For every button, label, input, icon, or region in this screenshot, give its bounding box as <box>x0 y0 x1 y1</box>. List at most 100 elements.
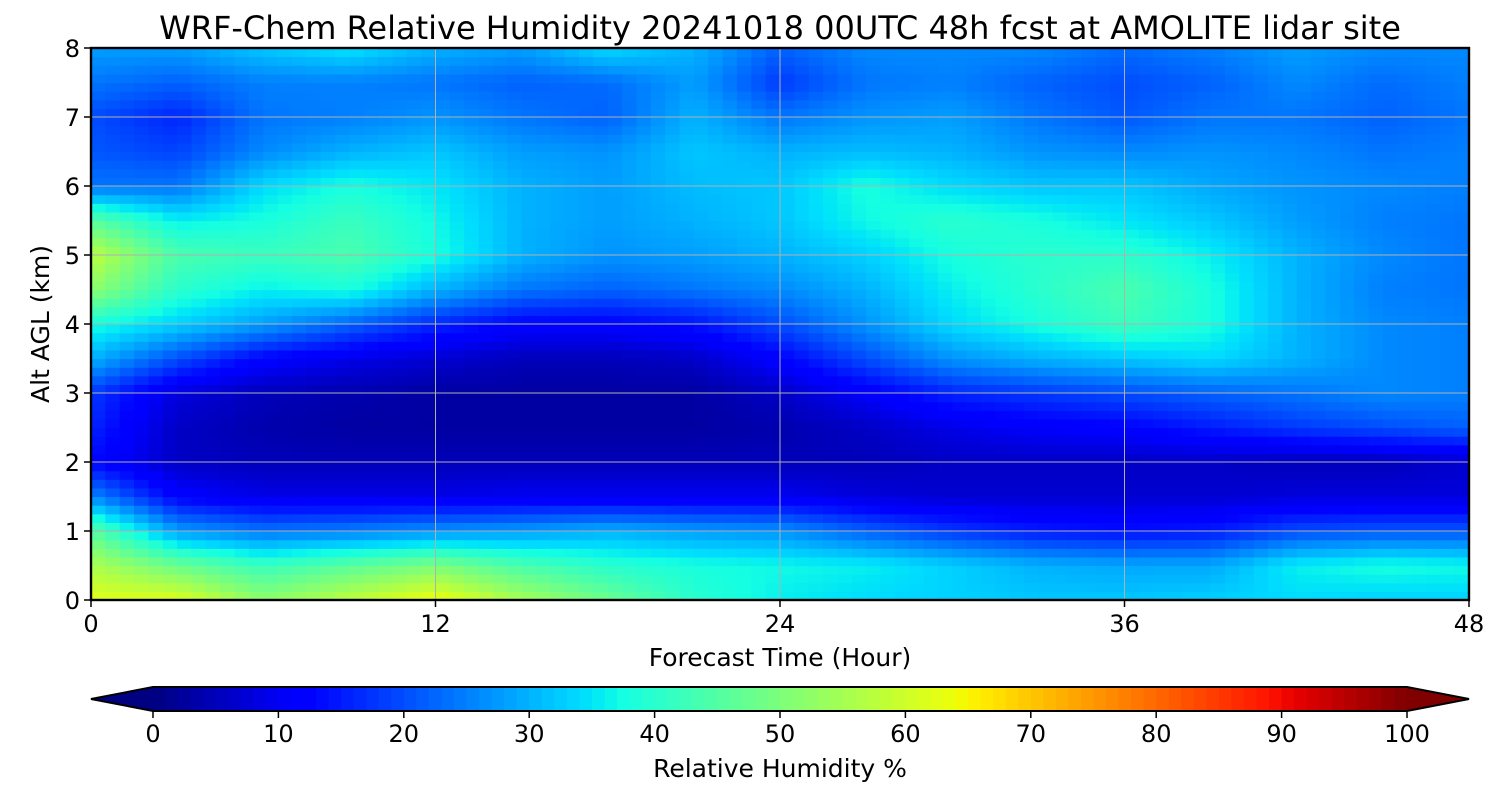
heatmap-cell <box>564 479 580 489</box>
heatmap-cell <box>607 298 623 308</box>
heatmap-cell <box>492 418 508 429</box>
heatmap-cell <box>665 565 681 575</box>
heatmap-cell <box>980 246 996 256</box>
heatmap-cell <box>980 522 996 532</box>
heatmap-cell <box>1368 306 1384 316</box>
heatmap-cell <box>1397 591 1413 600</box>
heatmap-cell <box>995 539 1011 549</box>
heatmap-cell <box>923 522 939 532</box>
heatmap-cell <box>521 565 537 575</box>
heatmap-cell <box>1224 444 1240 454</box>
heatmap-cell <box>665 177 681 187</box>
heatmap-cell <box>148 427 164 437</box>
heatmap-cell <box>1052 341 1068 351</box>
heatmap-cell <box>1253 211 1269 222</box>
heatmap-cell <box>134 427 150 437</box>
heatmap-cell <box>291 565 307 575</box>
heatmap-cell <box>1368 505 1384 515</box>
heatmap-cell <box>1296 522 1312 532</box>
heatmap-cell <box>248 358 264 368</box>
heatmap-cell <box>177 332 193 342</box>
heatmap-cell <box>492 332 508 342</box>
heatmap-cell <box>535 539 551 549</box>
heatmap-cell <box>622 410 638 420</box>
heatmap-cell <box>579 177 594 187</box>
heatmap-cell <box>622 237 638 247</box>
heatmap-cell <box>679 194 695 204</box>
heatmap-cell <box>1411 220 1427 230</box>
heatmap-cell <box>1454 487 1469 498</box>
heatmap-cell <box>923 513 939 523</box>
heatmap-cell <box>952 427 968 437</box>
heatmap-cell <box>1354 393 1370 403</box>
heatmap-cell <box>1095 505 1111 515</box>
heatmap-cell <box>1268 470 1283 480</box>
heatmap-cell <box>363 211 379 222</box>
heatmap-cell <box>1196 574 1212 584</box>
heatmap-cell <box>306 306 322 316</box>
heatmap-cell <box>119 272 135 282</box>
heatmap-cell <box>1411 211 1427 222</box>
heatmap-cell <box>1095 479 1111 489</box>
heatmap-cell <box>765 324 781 334</box>
heatmap-cell <box>119 315 135 325</box>
heatmap-cell <box>1124 548 1140 558</box>
heatmap-cell <box>134 565 150 575</box>
heatmap-cell <box>162 349 178 360</box>
heatmap-cell <box>1454 203 1469 213</box>
heatmap-cell <box>263 384 279 394</box>
heatmap-cell <box>579 574 594 584</box>
heatmap-cell <box>593 436 609 446</box>
heatmap-cell <box>1196 220 1212 230</box>
heatmap-cell <box>91 186 106 196</box>
heatmap-cell <box>1311 462 1327 472</box>
heatmap-cell <box>177 255 193 265</box>
heatmap-cell <box>1296 349 1312 360</box>
heatmap-cell <box>435 289 451 299</box>
heatmap-cell <box>693 462 709 472</box>
heatmap-cell <box>1311 280 1327 291</box>
heatmap-cell <box>1296 306 1312 316</box>
heatmap-cell <box>564 211 580 222</box>
heatmap-cell <box>349 410 365 420</box>
heatmap-cell <box>1181 151 1197 161</box>
heatmap-cell <box>1454 384 1469 394</box>
heatmap-cell <box>909 427 925 437</box>
heatmap-cell <box>205 255 221 265</box>
heatmap-cell <box>1038 280 1054 291</box>
heatmap-cell <box>1239 160 1255 170</box>
heatmap-cell <box>507 582 523 592</box>
heatmap-cell <box>464 272 480 282</box>
heatmap-cell <box>378 358 394 368</box>
heatmap-cell <box>937 427 953 437</box>
heatmap-cell <box>866 237 882 247</box>
heatmap-cell <box>650 315 666 325</box>
heatmap-cell <box>492 255 508 265</box>
heatmap-cell <box>1268 427 1283 437</box>
heatmap-cell <box>722 375 738 385</box>
heatmap-cell <box>277 229 293 239</box>
heatmap-cell <box>421 375 437 385</box>
heatmap-cell <box>1024 410 1039 420</box>
heatmap-cell <box>622 556 638 567</box>
heatmap-cell <box>1454 531 1469 541</box>
heatmap-cell <box>177 418 193 429</box>
heatmap-cell <box>1339 315 1355 325</box>
heatmap-cell <box>449 574 465 584</box>
heatmap-cell <box>478 487 494 498</box>
heatmap-cell <box>1196 203 1212 213</box>
heatmap-cell <box>205 211 221 222</box>
heatmap-cell <box>593 186 609 196</box>
heatmap-cell <box>1124 427 1140 437</box>
heatmap-cell <box>248 556 264 567</box>
heatmap-cell <box>1081 556 1097 567</box>
heatmap-cell <box>837 289 853 299</box>
heatmap-cell <box>1124 393 1140 403</box>
heatmap-cell <box>866 462 882 472</box>
heatmap-cell <box>1382 272 1398 282</box>
heatmap-cell <box>880 487 896 498</box>
heatmap-cell <box>421 513 437 523</box>
heatmap-cell <box>593 401 609 411</box>
heatmap-cell <box>765 255 781 265</box>
heatmap-cell <box>1181 177 1197 187</box>
